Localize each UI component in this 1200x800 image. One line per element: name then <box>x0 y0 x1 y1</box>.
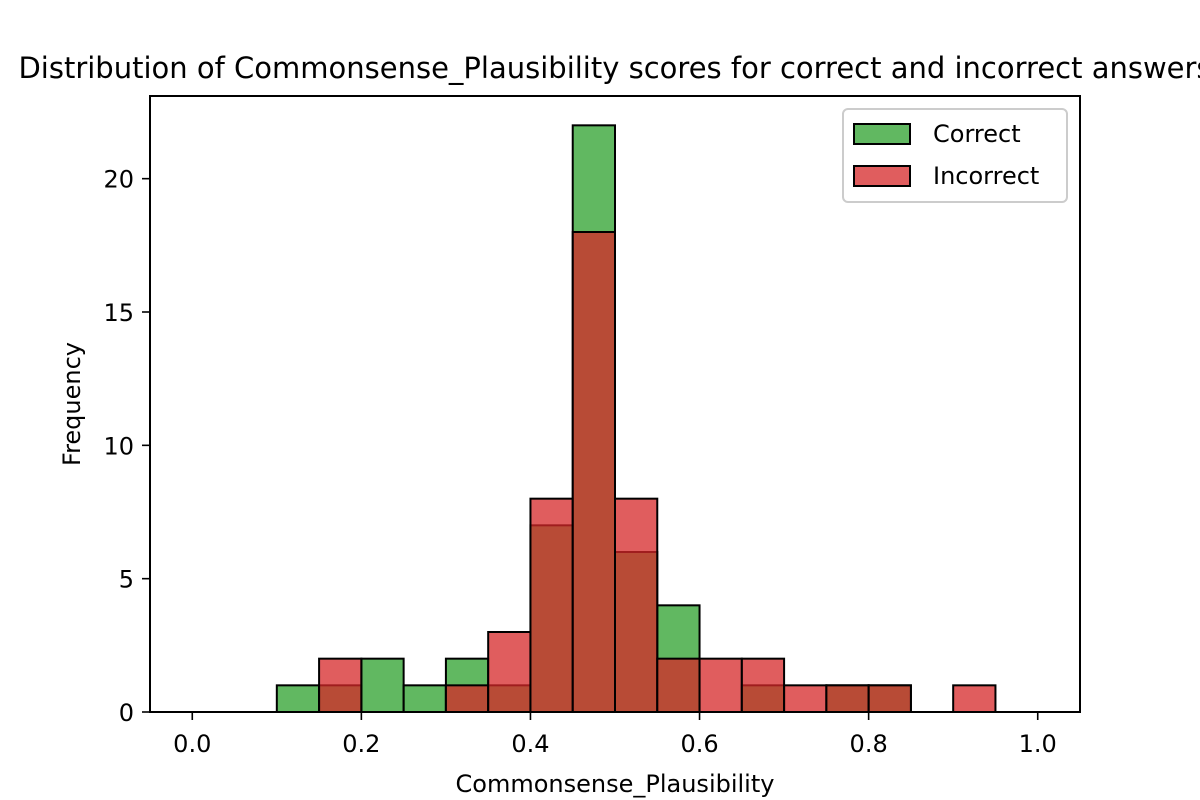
legend-swatch-incorrect <box>853 165 911 187</box>
bar-incorrect-10 <box>614 497 659 713</box>
plot-frame <box>149 95 1081 713</box>
bars-layer <box>275 124 997 714</box>
bar-incorrect-11 <box>656 657 701 714</box>
chart-title: Distribution of Commonsense_Plausibility… <box>18 51 1200 85</box>
x-tick-label: 0.2 <box>342 730 380 758</box>
legend-swatch-correct <box>853 123 911 145</box>
bar-incorrect-8 <box>529 497 574 713</box>
bar-incorrect-3 <box>318 657 363 714</box>
y-tick-label: 20 <box>103 166 134 194</box>
bar-correct-5 <box>402 684 447 713</box>
y-tick-label: 0 <box>119 699 134 727</box>
axes-area: 0.0 0.2 0.4 0.6 0.8 1.0 0 5 10 15 20 <box>103 95 1081 758</box>
bar-incorrect-12 <box>698 657 743 714</box>
x-axis-label: Commonsense_Plausibility <box>456 770 775 798</box>
y-tick-label: 10 <box>103 432 134 460</box>
x-tick-label: 0.8 <box>850 730 888 758</box>
bar-incorrect-18 <box>952 684 997 713</box>
bar-incorrect-16 <box>867 684 912 713</box>
x-tick-label: 0.4 <box>511 730 549 758</box>
bar-incorrect-9 <box>571 231 617 713</box>
x-tick-label: 0.6 <box>680 730 718 758</box>
bar-incorrect-13 <box>740 657 786 714</box>
y-axis-label: Frequency <box>58 342 86 466</box>
legend: Correct Incorrect <box>842 108 1068 203</box>
y-tick-label: 5 <box>119 566 134 594</box>
x-tick-label: 0.0 <box>173 730 211 758</box>
y-tick-label: 15 <box>103 299 134 327</box>
x-axis-ticks: 0.0 0.2 0.4 0.6 0.8 1.0 <box>173 712 1057 758</box>
bar-incorrect-15 <box>825 684 870 713</box>
bar-correct-2 <box>275 684 321 713</box>
bar-correct-4 <box>360 657 405 714</box>
y-axis-ticks: 0 5 10 15 20 <box>103 166 150 727</box>
legend-label-correct: Correct <box>933 120 1021 148</box>
legend-label-incorrect: Incorrect <box>933 162 1039 190</box>
x-tick-label: 1.0 <box>1019 730 1057 758</box>
bar-incorrect-14 <box>783 684 828 713</box>
bar-incorrect-6 <box>444 684 490 713</box>
bar-incorrect-7 <box>487 631 532 713</box>
